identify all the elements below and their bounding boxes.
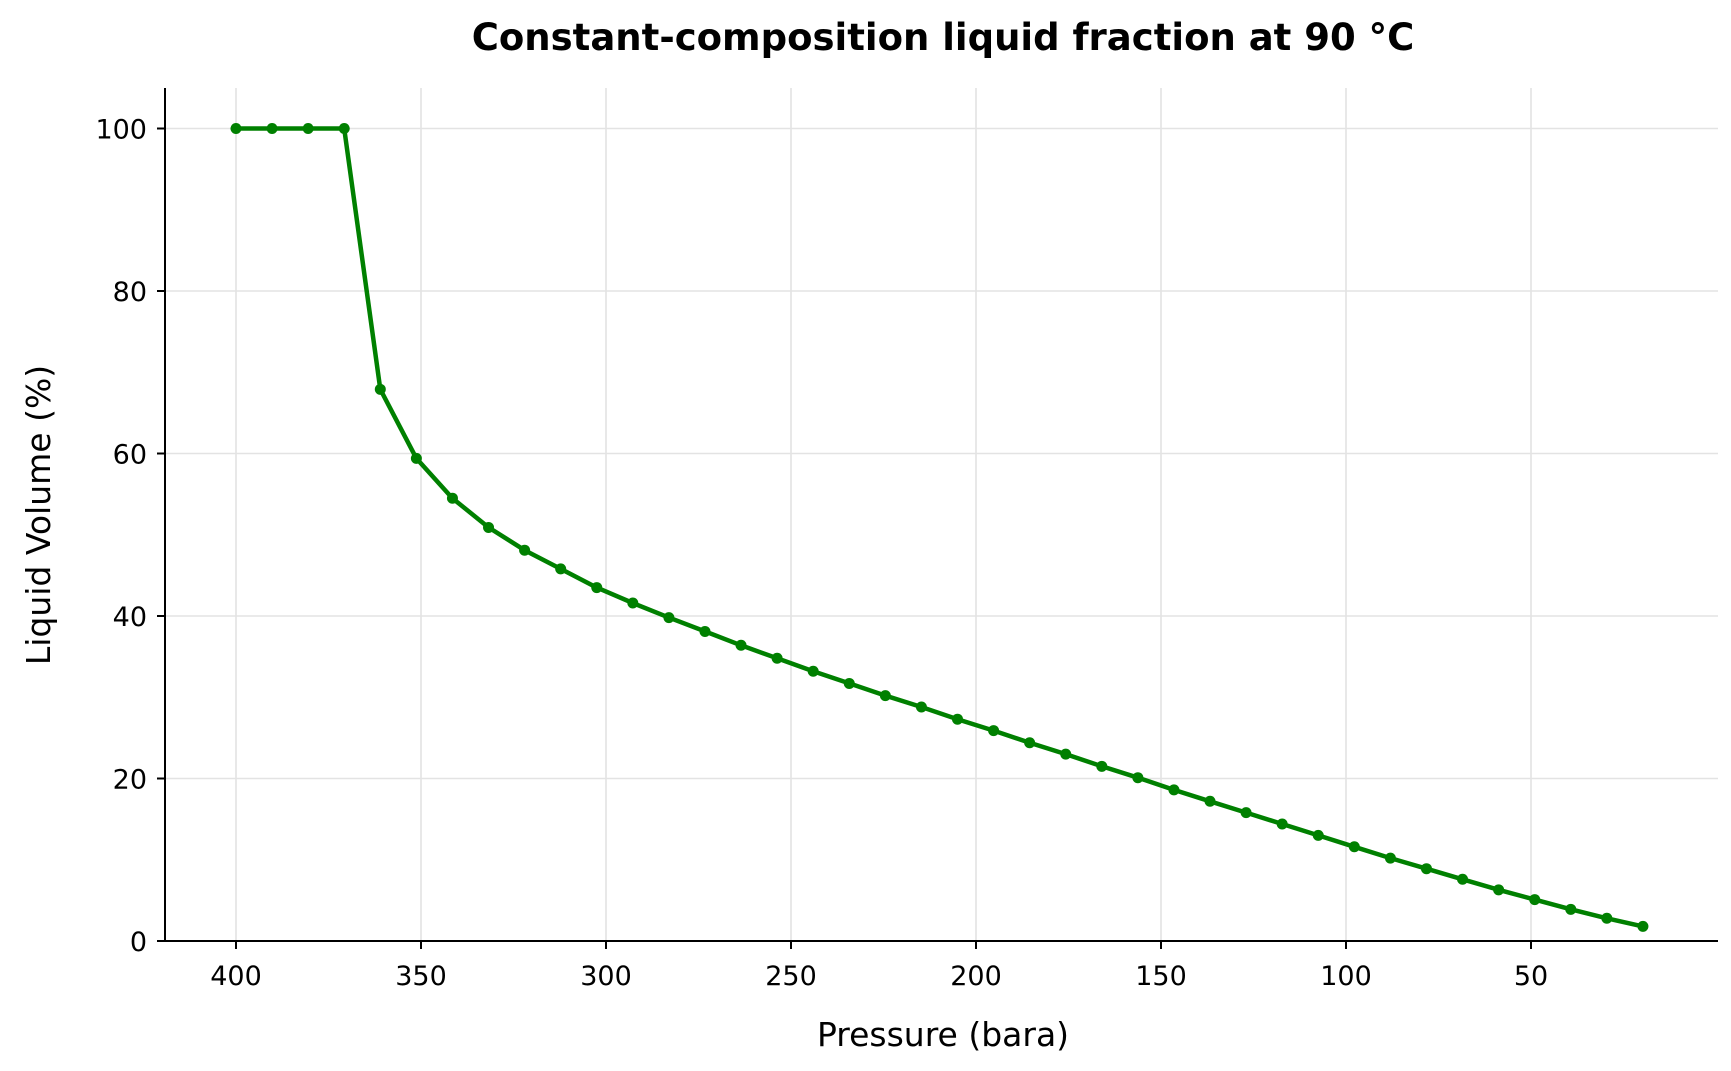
x-tick-label: 300 xyxy=(580,961,632,992)
data-point xyxy=(1240,807,1252,819)
data-point xyxy=(952,713,963,725)
data-point xyxy=(1168,784,1180,796)
data-point xyxy=(446,492,458,504)
data-point xyxy=(302,123,314,134)
axes xyxy=(164,88,1718,942)
data-point xyxy=(1312,829,1324,841)
x-tick-label: 250 xyxy=(765,961,817,992)
x-tick-label: 50 xyxy=(1514,961,1548,992)
data-point xyxy=(1457,873,1469,885)
data-point xyxy=(1060,748,1072,760)
data-point xyxy=(771,652,783,664)
y-axis-label: Liquid Volume (%) xyxy=(19,365,58,665)
data-point xyxy=(555,563,567,575)
data-point xyxy=(879,690,891,702)
data-point xyxy=(410,452,422,464)
data-point xyxy=(230,123,242,134)
data-point xyxy=(374,383,386,395)
data-point xyxy=(1204,795,1216,807)
data-point xyxy=(1601,912,1613,924)
x-tick-label: 100 xyxy=(1320,961,1372,992)
data-point xyxy=(735,639,747,651)
data-point xyxy=(483,521,495,533)
data-point xyxy=(591,582,603,594)
data-point xyxy=(699,625,711,637)
x-tick-label: 200 xyxy=(950,961,1002,992)
data-point xyxy=(338,123,350,134)
data-point xyxy=(519,544,531,556)
data-point xyxy=(988,725,1000,737)
data-point xyxy=(1384,852,1396,864)
y-tick-label: 80 xyxy=(113,277,147,308)
x-axis-label: Pressure (bara) xyxy=(817,1015,1069,1054)
data-point xyxy=(1132,772,1144,784)
data-point xyxy=(1420,863,1432,875)
data-point xyxy=(1276,818,1288,830)
data-point xyxy=(843,677,855,689)
y-tick-label: 60 xyxy=(113,440,147,471)
data-point xyxy=(807,665,819,677)
ticks: 400 350 300 250 200 150 100 50 0 20 40 60 80 100 xyxy=(95,115,1548,993)
data-point xyxy=(663,612,675,624)
y-tick-label: 100 xyxy=(95,115,147,146)
data-point xyxy=(1024,737,1036,749)
data-point xyxy=(1493,884,1505,896)
data-point xyxy=(1637,920,1649,932)
data-point xyxy=(266,123,278,134)
y-tick-label: 40 xyxy=(113,602,147,633)
y-tick-label: 0 xyxy=(130,927,147,958)
grid xyxy=(165,88,1718,942)
data-point xyxy=(1096,760,1108,772)
y-tick-label: 20 xyxy=(113,765,147,796)
data-point xyxy=(1529,894,1541,906)
data-point xyxy=(1348,841,1360,853)
series xyxy=(230,123,1649,932)
x-tick-label: 150 xyxy=(1135,961,1187,992)
x-tick-label: 400 xyxy=(210,961,262,992)
data-point xyxy=(627,597,639,609)
data-point xyxy=(915,701,927,713)
x-tick-label: 350 xyxy=(395,961,447,992)
chart-title: Constant-composition liquid fraction at … xyxy=(472,16,1415,59)
data-point xyxy=(1565,903,1577,915)
series-line xyxy=(233,126,1646,929)
